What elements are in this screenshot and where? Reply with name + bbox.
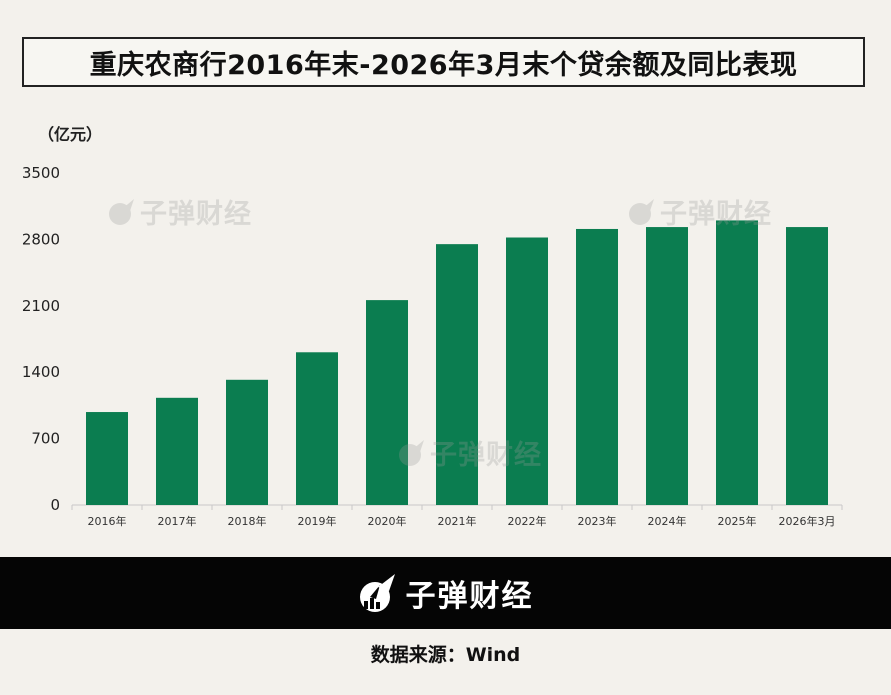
- x-tick-label: 2025年: [718, 514, 757, 528]
- bar: [86, 412, 128, 505]
- x-tick-label: 2021年: [438, 514, 477, 528]
- bar: [296, 352, 338, 505]
- bar: [786, 227, 828, 505]
- x-tick-label: 2022年: [508, 514, 547, 528]
- watermark: 子弹财经: [398, 433, 542, 472]
- watermark-logo-icon: [399, 439, 424, 466]
- x-tick-label: 2018年: [228, 514, 267, 528]
- watermark: 子弹财经: [108, 192, 252, 231]
- bar: [646, 227, 688, 505]
- footer-brand-band: 子弹财经: [0, 557, 891, 629]
- y-axis-unit-label: （亿元）: [38, 125, 102, 144]
- y-tick-label: 700: [31, 430, 60, 448]
- x-tick-label: 2026年3月: [779, 514, 836, 528]
- watermark-text: 子弹财经: [140, 199, 252, 230]
- brand-name: 子弹财经: [405, 579, 534, 614]
- watermark: 子弹财经: [628, 192, 772, 231]
- watermark-text: 子弹财经: [660, 199, 772, 230]
- y-tick-label: 2100: [22, 297, 60, 315]
- watermark-text: 子弹财经: [430, 440, 542, 471]
- bar: [506, 237, 548, 505]
- data-source: 数据来源：Wind: [370, 644, 521, 666]
- x-tick-label: 2019年: [298, 514, 337, 528]
- bar: [436, 244, 478, 505]
- bar: [226, 379, 268, 505]
- x-tick-label: 2024年: [648, 514, 687, 528]
- x-tick-label: 2023年: [578, 514, 617, 528]
- bar: [576, 228, 618, 506]
- bar: [366, 300, 408, 505]
- y-tick-label: 0: [50, 496, 60, 514]
- watermark-logo-icon: [629, 198, 654, 225]
- bar: [156, 397, 198, 505]
- chart-title: 重庆农商行2016年末-2026年3月末个贷余额及同比表现: [89, 49, 798, 81]
- brand: 子弹财经: [358, 571, 534, 615]
- bar: [716, 220, 758, 505]
- x-tick-label: 2017年: [158, 514, 197, 528]
- x-tick-label: 2016年: [88, 514, 127, 528]
- y-tick-label: 3500: [22, 164, 60, 182]
- y-tick-label: 2800: [22, 230, 60, 248]
- chart-title-box: 重庆农商行2016年末-2026年3月末个贷余额及同比表现: [22, 37, 865, 87]
- x-tick-label: 2020年: [368, 514, 407, 528]
- bar-chart: （亿元） 0 700 1400 2100 2800 3500 2016年 2017年 2018年 2…: [22, 125, 843, 528]
- y-tick-label: 1400: [22, 363, 60, 381]
- bullet-finance-logo-icon: [359, 574, 395, 612]
- watermark-logo-icon: [109, 198, 134, 225]
